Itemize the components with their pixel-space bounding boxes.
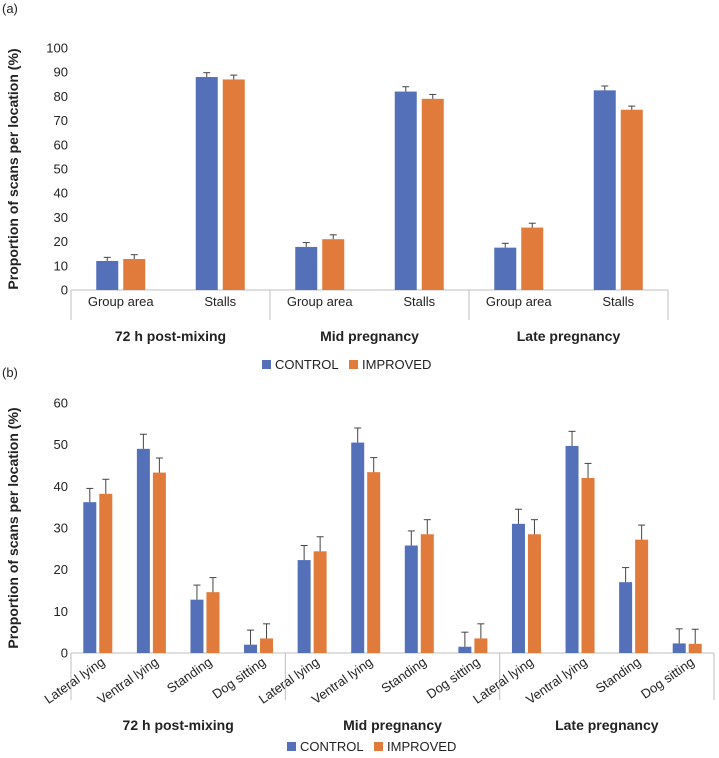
bar-improved (421, 98, 444, 290)
bar-improved (222, 79, 245, 291)
bar-improved (367, 472, 381, 653)
legend-swatch-improved (374, 742, 383, 751)
y-tick-label: 20 (54, 234, 68, 249)
y-axis-title: Proportion of scans per location (%) (5, 407, 21, 648)
bar-improved (322, 239, 345, 290)
bar-control (244, 644, 258, 653)
bar-improved (620, 109, 643, 291)
bar-control (295, 246, 318, 290)
y-tick-label: 100 (46, 41, 68, 56)
y-tick-label: 60 (54, 396, 68, 411)
y-tick-label: 30 (54, 521, 68, 536)
y-tick-label: 0 (61, 646, 68, 661)
bar-improved (260, 638, 274, 653)
x-tick-label: Standing (378, 654, 429, 696)
bar-control (394, 91, 417, 290)
x-tick-label: Group area (486, 294, 553, 309)
legend-swatch-improved (349, 360, 358, 369)
bar-control (565, 445, 579, 653)
legend-label-improved: IMPROVED (362, 357, 431, 372)
bar-improved (688, 643, 702, 653)
x-tick-label: Stalls (403, 294, 435, 309)
bar-improved (527, 534, 541, 653)
bar-improved (635, 539, 649, 653)
x-tick-label: Group area (88, 294, 155, 309)
x-tick-label: Group area (287, 294, 354, 309)
panel-label-b: (b) (2, 365, 18, 380)
bar-control (404, 545, 418, 653)
bar-control (351, 442, 365, 653)
x-tick-label: Standing (164, 654, 215, 696)
y-tick-label: 30 (54, 210, 68, 225)
group-label: Mid pregnancy (320, 328, 419, 344)
bar-improved (313, 551, 327, 653)
y-tick-label: 0 (61, 283, 68, 298)
y-tick-label: 40 (54, 479, 68, 494)
bar-control (494, 247, 517, 290)
bar-improved (581, 478, 595, 653)
bar-control (297, 560, 311, 653)
bar-improved (152, 472, 166, 653)
bar-improved (521, 227, 544, 290)
panel-label-a: (a) (2, 1, 18, 16)
y-tick-label: 90 (54, 65, 68, 80)
legend-label-improved: IMPROVED (387, 739, 456, 754)
bar-improved (206, 592, 220, 653)
bar-control (190, 599, 204, 653)
bar-improved (99, 493, 113, 653)
bar-improved (474, 638, 488, 653)
bar-control (619, 582, 633, 653)
legend-swatch-control (262, 360, 271, 369)
y-tick-label: 10 (54, 258, 68, 273)
x-tick-label: Dog sitting (638, 654, 697, 702)
x-tick-label: Ventral lying (309, 654, 376, 707)
legend-label-control: CONTROL (275, 357, 339, 372)
y-tick-label: 20 (54, 562, 68, 577)
legend-label-control: CONTROL (300, 739, 364, 754)
y-tick-label: 10 (54, 604, 68, 619)
y-tick-label: 80 (54, 89, 68, 104)
bar-control (458, 646, 472, 653)
bar-control (672, 643, 686, 653)
y-tick-label: 70 (54, 113, 68, 128)
group-label: Late pregnancy (517, 328, 621, 344)
y-tick-label: 60 (54, 137, 68, 152)
legend-swatch-control (287, 742, 296, 751)
group-label: Mid pregnancy (343, 717, 442, 733)
bar-control (511, 523, 525, 653)
y-tick-label: 50 (54, 162, 68, 177)
bar-improved (123, 259, 146, 290)
group-label: 72 h post-mixing (123, 717, 234, 733)
y-tick-label: 50 (54, 437, 68, 452)
bar-control (136, 448, 150, 653)
bar-improved (420, 534, 434, 653)
x-tick-label: Standing (593, 654, 644, 696)
group-label: 72 h post-mixing (115, 328, 226, 344)
x-tick-label: Stalls (602, 294, 634, 309)
x-tick-label: Stalls (204, 294, 236, 309)
bar-control (195, 77, 218, 290)
bar-control (96, 260, 119, 290)
y-tick-label: 40 (54, 186, 68, 201)
y-axis-title: Proportion of scans per location (%) (5, 48, 21, 289)
group-label: Late pregnancy (555, 717, 659, 733)
bar-control (83, 502, 97, 653)
bar-control (593, 90, 616, 290)
